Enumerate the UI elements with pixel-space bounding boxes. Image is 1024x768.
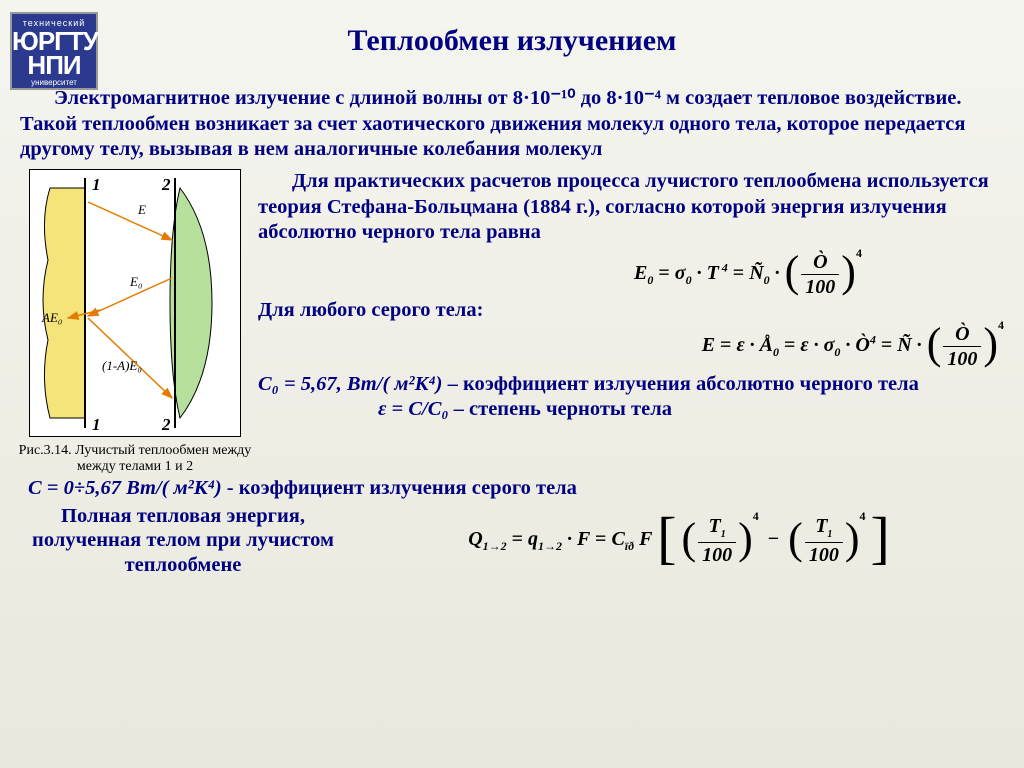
total-energy-label: Полная тепловая энергия, полученная тело…: [18, 504, 348, 578]
logo-mid1: ЮРГТУ: [12, 30, 96, 52]
fig-label-1t: 1: [92, 175, 101, 194]
logo-bot: университет: [12, 78, 96, 87]
c-line: С = 0÷5,67 Вт/( м²К⁴) - коэффициент излу…: [28, 477, 1024, 500]
equation-e: E = ε · Å0 = ε · σ0 · Ò4 = Ñ · (Ò100)4: [252, 324, 1004, 369]
c0-desc: – коэффициент излучения абсолютно черног…: [442, 373, 918, 395]
fig-label-1b: 1: [92, 415, 101, 434]
fig-label-e: E: [137, 202, 146, 217]
fig-label-ae0: AE₀: [41, 310, 62, 325]
c0-value: С₀ = 5,67, Вт/( м²К⁴): [258, 373, 442, 395]
eps-line: ε = С/С₀ – степень черноты тела: [258, 398, 1024, 421]
equation-e0: E0 = σ0 · T 4 = Ñ0 · (Ò100)4: [472, 252, 1024, 297]
equation-q: Q1→2 = q1→2 · F = Cïð F [ (T1100)4 − (T1…: [348, 515, 1010, 567]
eps-value: ε = С/С₀: [378, 398, 449, 420]
intro-paragraph: Электромагнитное излучение с длиной волн…: [20, 86, 1010, 163]
figure-caption: Рис.3.14. Лучистый теплообмен между межд…: [18, 443, 252, 475]
c0-line: С₀ = 5,67, Вт/( м²К⁴) – коэффициент излу…: [258, 373, 1024, 396]
fig-label-refl: (1-A)E₀: [102, 358, 142, 373]
fig-label-e0: E₀: [129, 274, 142, 289]
eps-desc: – степень черноты тела: [449, 398, 672, 420]
fig-label-2b: 2: [161, 415, 171, 434]
figure-diagram: 1 2 1 2 E E₀ AE₀ (1-A)E₀: [29, 169, 241, 437]
c-value: С = 0÷5,67 Вт/( м²К⁴): [28, 477, 222, 499]
gray-body-line: Для любого серого тела:: [258, 299, 1024, 322]
page-title: Теплообмен излучением: [0, 0, 1024, 58]
university-logo: технический ЮРГТУ НПИ университет: [10, 12, 98, 90]
stefan-boltzmann-paragraph: Для практических расчетов процесса лучис…: [258, 169, 1014, 246]
logo-mid2: НПИ: [12, 54, 96, 76]
c-desc: - коэффициент излучения серого тела: [222, 477, 577, 499]
fig-label-2t: 2: [161, 175, 171, 194]
